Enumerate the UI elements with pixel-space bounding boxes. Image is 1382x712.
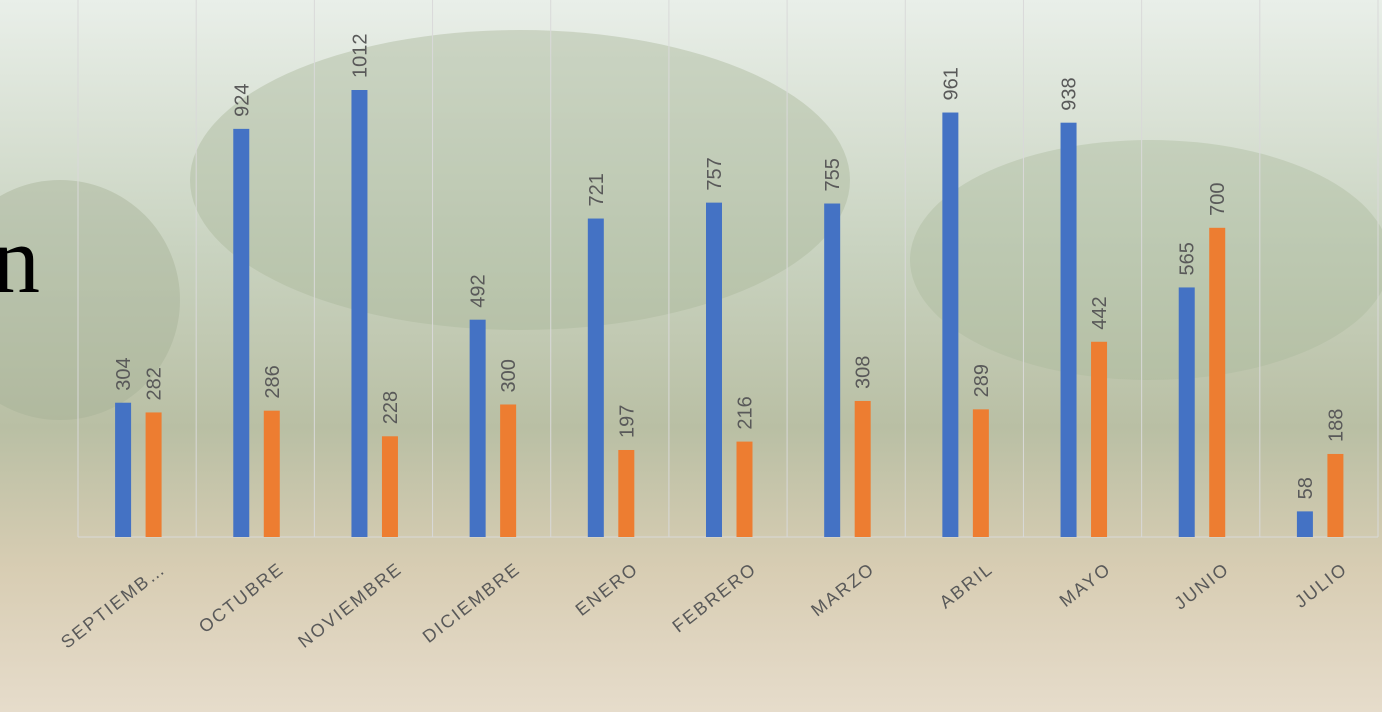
bar xyxy=(972,409,989,537)
bar xyxy=(351,90,368,537)
data-label: 282 xyxy=(144,367,166,400)
bar xyxy=(1178,287,1195,537)
data-label: 924 xyxy=(231,83,253,116)
data-label: 757 xyxy=(704,157,726,190)
data-label: 492 xyxy=(468,274,490,307)
bar xyxy=(706,202,722,537)
data-label: 1012 xyxy=(349,34,371,79)
tree-canopy xyxy=(910,140,1382,380)
data-label: 286 xyxy=(262,365,284,398)
bar xyxy=(263,410,280,537)
data-label: 721 xyxy=(586,173,608,206)
data-label: 565 xyxy=(1177,242,1199,275)
bar xyxy=(854,400,871,537)
data-label: 961 xyxy=(940,67,962,100)
bar xyxy=(233,128,250,537)
data-label: 442 xyxy=(1089,296,1111,329)
bar xyxy=(381,436,398,537)
data-label: 300 xyxy=(498,359,520,392)
bar xyxy=(1296,511,1313,537)
data-label: 308 xyxy=(853,356,875,389)
bar xyxy=(1060,122,1077,538)
data-label: 216 xyxy=(735,396,757,429)
bar xyxy=(1209,227,1226,537)
data-label: 289 xyxy=(971,364,993,397)
bar xyxy=(736,441,753,537)
annotation: n xyxy=(0,206,40,313)
bar xyxy=(1327,453,1344,537)
bar xyxy=(824,203,841,538)
bar xyxy=(469,319,486,537)
tree-canopy xyxy=(0,180,180,420)
data-label: 197 xyxy=(616,405,638,438)
data-label: 58 xyxy=(1295,477,1317,499)
data-label: 188 xyxy=(1325,409,1347,442)
data-label: 700 xyxy=(1207,182,1229,215)
bar xyxy=(1091,341,1108,537)
bar xyxy=(618,449,635,537)
bar xyxy=(587,218,604,537)
data-label: 755 xyxy=(822,158,844,191)
data-label: 228 xyxy=(380,391,402,424)
bar xyxy=(942,112,959,538)
tree-canopy xyxy=(190,30,850,330)
bar xyxy=(500,404,517,537)
data-label: 304 xyxy=(113,357,135,390)
bar xyxy=(115,402,132,537)
bar xyxy=(145,412,162,537)
data-label: 938 xyxy=(1059,77,1081,110)
